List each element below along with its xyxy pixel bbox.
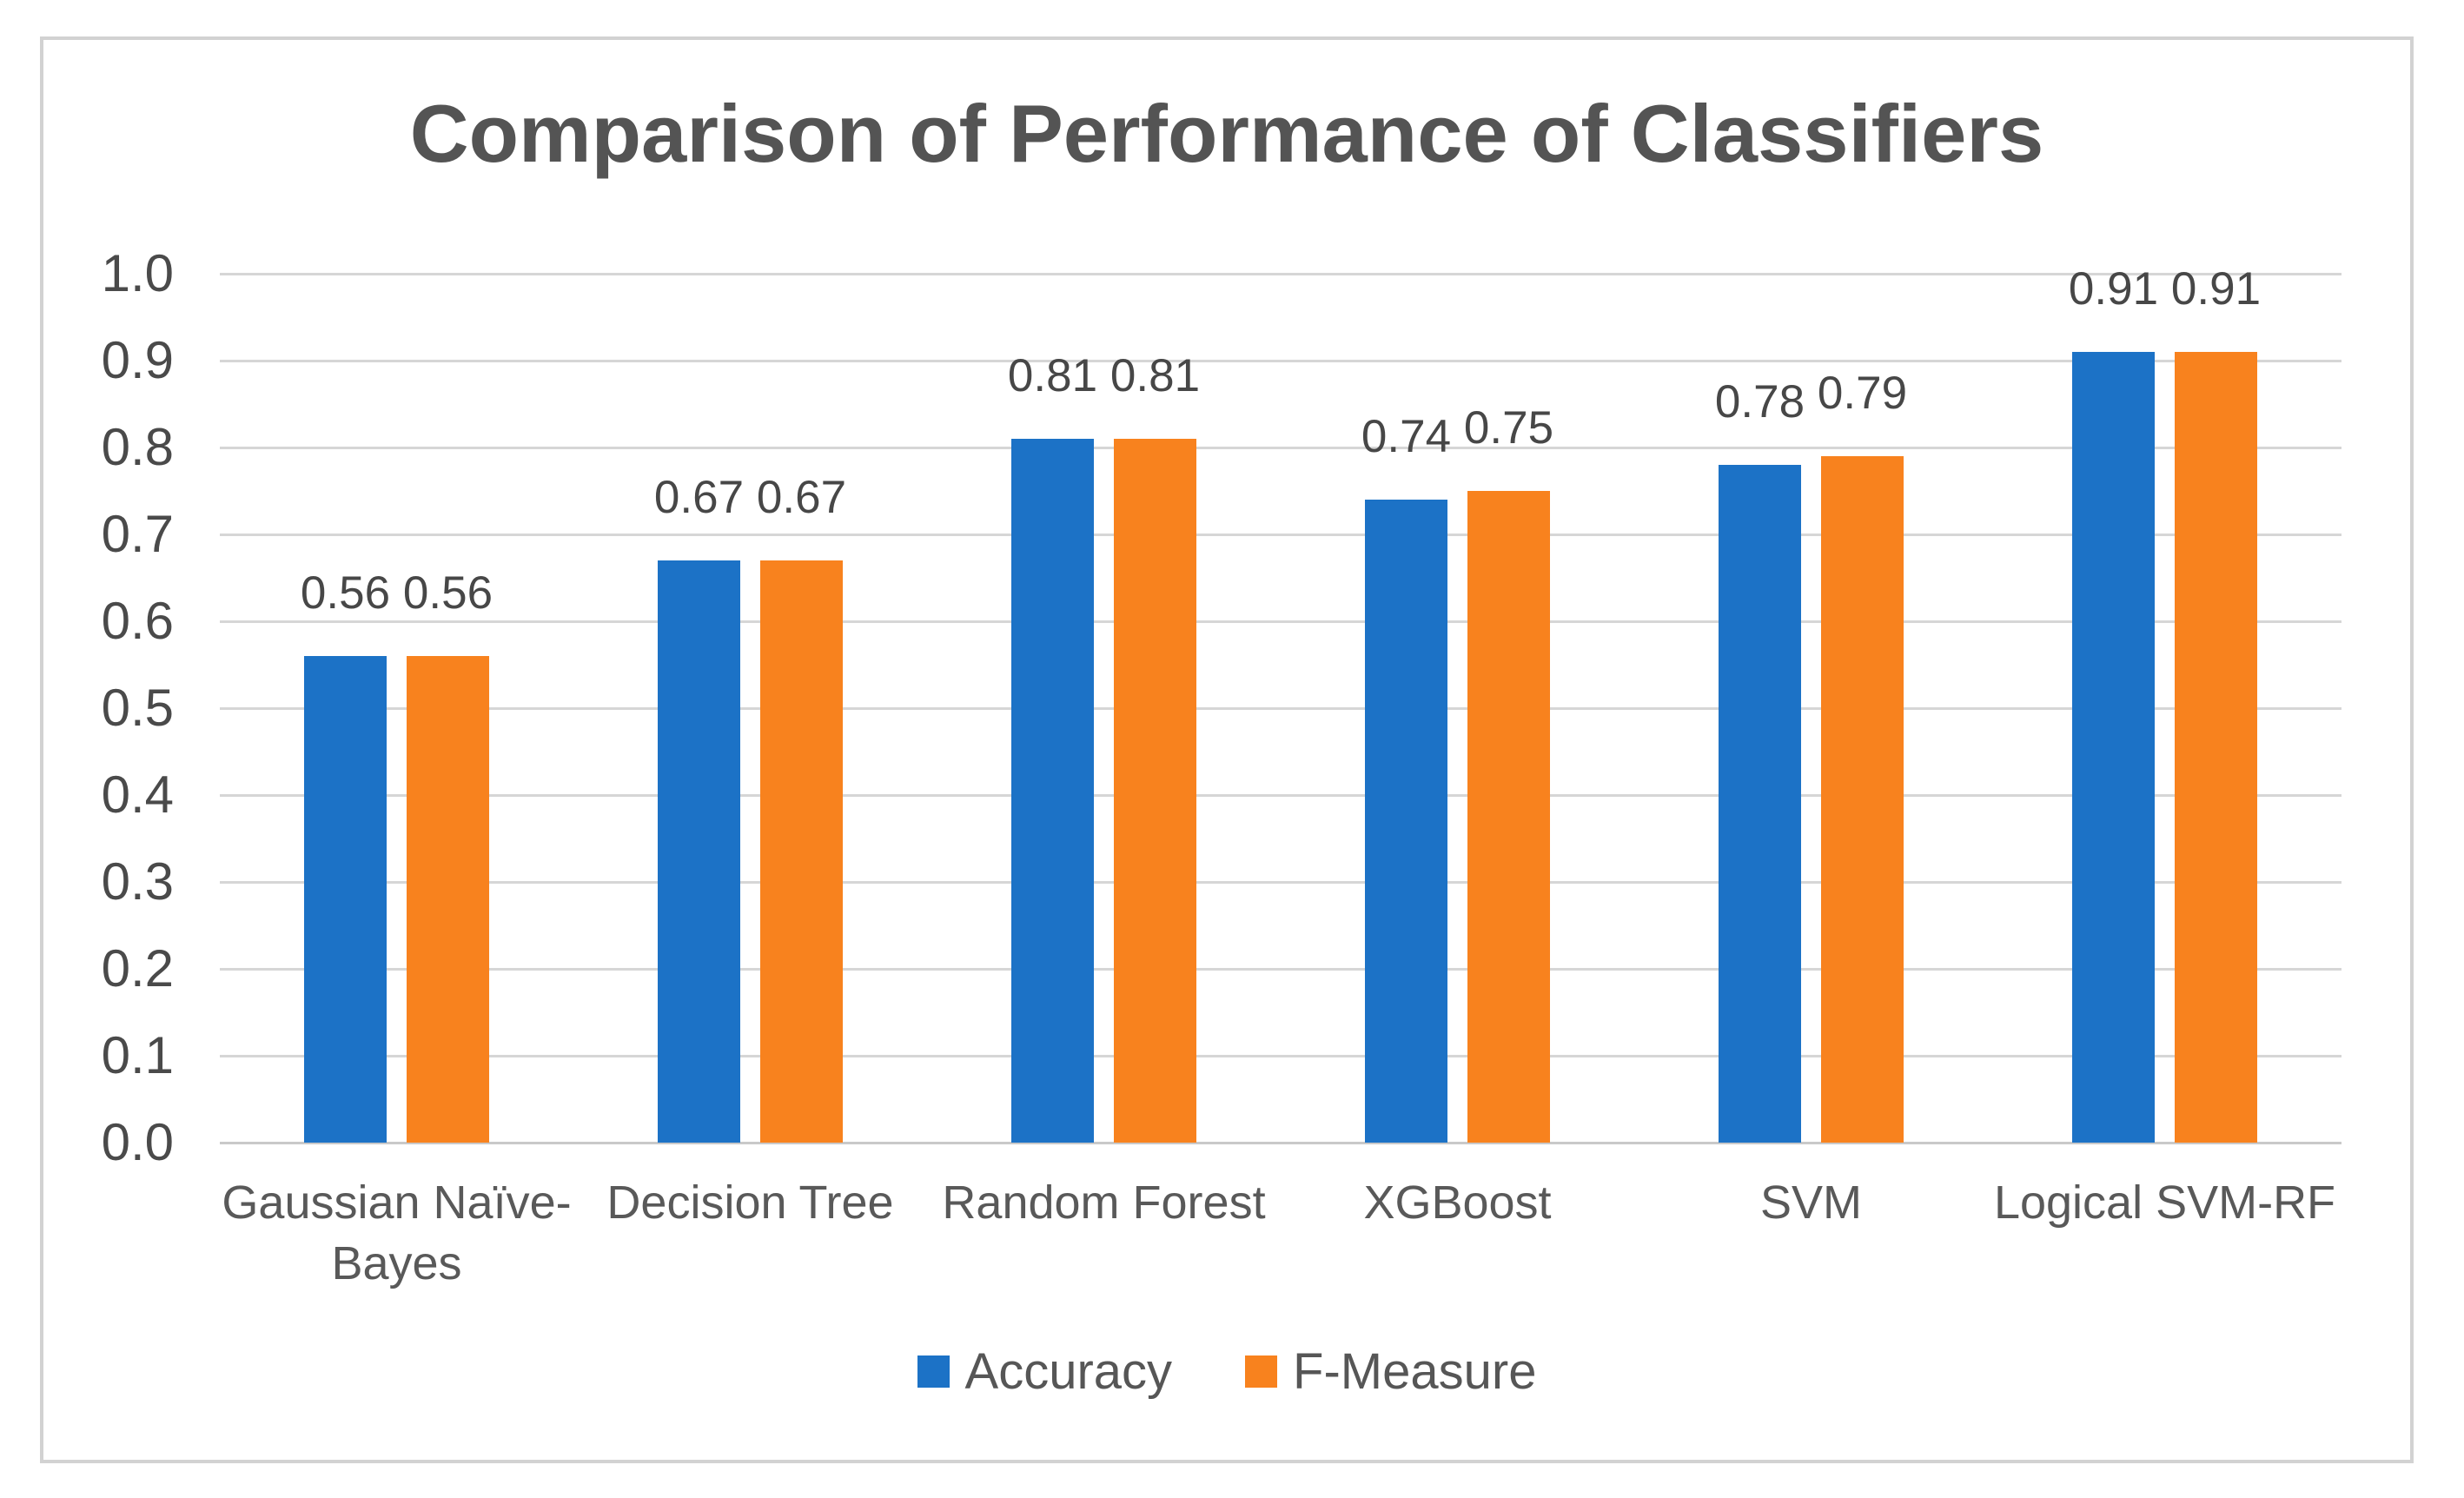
legend-label: F-Measure bbox=[1293, 1343, 1537, 1400]
bar-value-label: 0.67 bbox=[756, 472, 847, 523]
legend: Accuracy F-Measure bbox=[42, 1342, 2412, 1401]
bar-group: 0.67 0.67 bbox=[573, 274, 927, 1143]
f-measure-bar: 0.91 bbox=[2171, 263, 2261, 1143]
y-tick-label: 0.0 bbox=[101, 1113, 174, 1171]
gridline-0.7 bbox=[220, 534, 2341, 536]
y-tick-label: 0.8 bbox=[101, 418, 174, 476]
gridline-0.4 bbox=[220, 794, 2341, 797]
gridline-0.3 bbox=[220, 881, 2341, 884]
gridline-0.0 bbox=[220, 1142, 2341, 1144]
legend-label: Accuracy bbox=[964, 1343, 1173, 1400]
y-tick-label: 0.9 bbox=[101, 331, 174, 389]
y-tick-label: 0.7 bbox=[101, 505, 174, 563]
accuracy-bar: 0.56 bbox=[301, 567, 390, 1143]
chart-title: Comparison of Performance of Classifiers bbox=[409, 88, 2044, 179]
legend-item-accuracy: Accuracy bbox=[917, 1342, 1173, 1401]
gridline-0.6 bbox=[220, 620, 2341, 623]
bar-groups-layer: 0.56 0.56 0.67 0.67 0.81 0.81 0.74 0.75 0.78 0.79… bbox=[220, 263, 2341, 1143]
y-tick-label: 0.5 bbox=[101, 679, 174, 737]
y-tick-label: 0.1 bbox=[101, 1026, 174, 1084]
bar-value-label: 0.91 bbox=[2068, 263, 2159, 315]
accuracy-bar: 0.81 bbox=[1008, 350, 1097, 1143]
f-measure-swatch-icon bbox=[1245, 1355, 1278, 1388]
bar-value-label: 0.56 bbox=[402, 567, 493, 619]
gridline-0.5 bbox=[220, 707, 2341, 710]
accuracy-bar: 0.78 bbox=[1715, 376, 1805, 1143]
bar-value-label: 0.74 bbox=[1361, 411, 1452, 462]
accuracy-bar: 0.67 bbox=[654, 472, 744, 1143]
y-tick-label: 0.6 bbox=[101, 592, 174, 650]
f-measure-bar: 0.81 bbox=[1110, 350, 1200, 1143]
f-measure-bar: 0.56 bbox=[403, 567, 493, 1143]
legend-item-f-measure: F-Measure bbox=[1245, 1342, 1536, 1401]
bar-group: 0.78 0.79 bbox=[1634, 274, 1988, 1143]
f-measure-bar: 0.79 bbox=[1818, 368, 1907, 1143]
bar-value-label: 0.81 bbox=[1007, 350, 1098, 401]
gridline-0.2 bbox=[220, 968, 2341, 971]
bar-value-label: 0.78 bbox=[1714, 376, 1805, 428]
bar-value-label: 0.91 bbox=[2170, 263, 2262, 315]
bar-group: 0.74 0.75 bbox=[1281, 274, 1634, 1143]
gridline-1.0 bbox=[220, 273, 2341, 275]
x-tick-label: Random Forest bbox=[942, 1177, 1266, 1229]
x-tick-label: XGBoost bbox=[1363, 1177, 1552, 1229]
f-measure-bar: 0.75 bbox=[1464, 402, 1553, 1143]
f-measure-bar: 0.67 bbox=[757, 472, 846, 1143]
gridline-0.8 bbox=[220, 447, 2341, 449]
y-tick-label: 0.3 bbox=[101, 852, 174, 911]
accuracy-bar: 0.91 bbox=[2069, 263, 2158, 1143]
x-tick-label: Decision Tree bbox=[606, 1177, 894, 1229]
bar-value-label: 0.56 bbox=[300, 567, 391, 619]
bar-value-label: 0.79 bbox=[1817, 368, 1908, 419]
x-tick-label: SVM bbox=[1759, 1177, 1863, 1229]
accuracy-swatch-icon bbox=[917, 1355, 950, 1388]
y-axis: 1.0 0.9 0.8 0.7 0.6 0.5 0.4 0.3 0.2 0.1 0.0 bbox=[52, 246, 174, 1170]
bar-group: 0.91 0.91 bbox=[1988, 263, 2341, 1143]
bar-group: 0.56 0.56 bbox=[220, 274, 573, 1143]
y-tick-label: 0.4 bbox=[101, 766, 174, 824]
gridline-0.1 bbox=[220, 1055, 2341, 1057]
bar-value-label: 0.81 bbox=[1109, 350, 1201, 401]
x-tick-label: Logical SVM-RF bbox=[1993, 1177, 2336, 1229]
y-tick-label: 0.2 bbox=[101, 939, 174, 998]
bar-value-label: 0.75 bbox=[1463, 402, 1554, 454]
accuracy-bar: 0.74 bbox=[1361, 411, 1451, 1143]
x-tick-label: Gaussian Naïve-Bayes bbox=[222, 1177, 572, 1289]
plot-area: 0.56 0.56 0.67 0.67 0.81 0.81 0.74 0.75 0.78 0.79… bbox=[220, 263, 2341, 1144]
gridline-0.9 bbox=[220, 360, 2341, 362]
y-tick-label: 1.0 bbox=[101, 244, 174, 302]
x-axis: Gaussian Naïve-Bayes Decision Tree Random … bbox=[220, 1172, 2341, 1294]
bar-value-label: 0.67 bbox=[653, 472, 745, 523]
bar-group: 0.81 0.81 bbox=[927, 274, 1281, 1143]
